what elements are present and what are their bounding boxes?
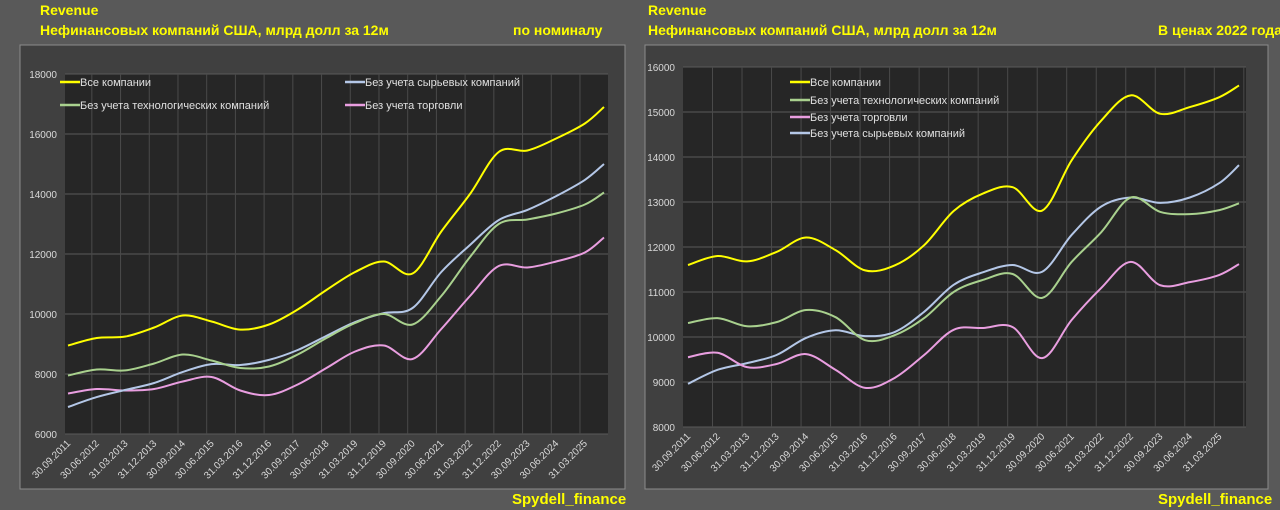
left-chart-note: по номиналу [513, 22, 603, 38]
right-chart-note: В ценах 2022 года [1158, 22, 1280, 38]
right-chart-subtitle: Нефинансовых компаний США, млрд долл за … [648, 22, 997, 38]
left-chart-subtitle: Нефинансовых компаний США, млрд долл за … [40, 22, 389, 38]
legend-label-all: Все компании [80, 77, 151, 89]
series-line-ex_tech [67, 191, 605, 377]
y-tick-label: 13000 [647, 198, 675, 209]
y-tick-label: 12000 [29, 250, 57, 261]
right-watermark: Spydell_finance [1158, 491, 1273, 508]
series-line-ex_trade [67, 236, 605, 397]
legend-label-all: Все компании [810, 77, 881, 89]
series-line-all [67, 106, 605, 347]
chart-1: 8000 9000 10000 11000 12000 13000 14000 15000 16… [644, 44, 1269, 490]
y-tick-label: 10000 [29, 310, 57, 321]
y-tick-label: 16000 [29, 130, 57, 141]
y-tick-label: 12000 [647, 243, 675, 254]
right-chart-title: Revenue [648, 2, 707, 18]
left-chart-title: Revenue [40, 2, 99, 18]
y-tick-label: 18000 [29, 70, 57, 81]
y-tick-label: 6000 [35, 430, 58, 441]
series-line-ex_tech [687, 196, 1240, 343]
y-tick-label: 16000 [647, 63, 675, 74]
y-tick-label: 11000 [648, 288, 676, 299]
legend-label-ex_trade: Без учета торговли [365, 100, 462, 112]
y-tick-label: 10000 [647, 333, 675, 344]
y-tick-label: 8000 [653, 423, 676, 434]
series-line-all [687, 84, 1240, 273]
legend-label-ex_raw: Без учета сырьевых компаний [810, 128, 965, 140]
legend-label-ex_tech: Без учета технологических компаний [80, 100, 269, 112]
legend-label-ex_raw: Без учета сырьевых компаний [365, 77, 520, 89]
series-line-ex_raw [67, 163, 605, 408]
y-tick-label: 8000 [35, 370, 58, 381]
chart-0: 60008000100001200014000160001800030.09.2… [19, 44, 626, 490]
y-tick-label: 14000 [647, 153, 675, 164]
left-watermark: Spydell_finance [512, 491, 627, 508]
legend-label-ex_trade: Без учета торговли [810, 112, 907, 124]
y-tick-label: 15000 [647, 108, 675, 119]
y-tick-label: 9000 [653, 378, 676, 389]
series-line-ex_trade [687, 260, 1240, 390]
legend-label-ex_tech: Без учета технологических компаний [810, 95, 999, 107]
series-line-ex_raw [687, 164, 1240, 385]
y-tick-label: 14000 [29, 190, 57, 201]
